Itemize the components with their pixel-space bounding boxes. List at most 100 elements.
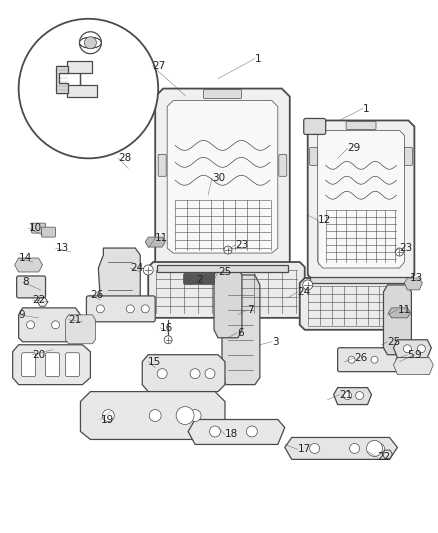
Text: 21: 21 — [339, 390, 353, 400]
Text: 11: 11 — [155, 233, 169, 243]
Text: 3: 3 — [272, 337, 279, 347]
Circle shape — [356, 392, 364, 400]
Polygon shape — [389, 308, 410, 318]
Text: 19: 19 — [100, 415, 113, 424]
Polygon shape — [167, 101, 278, 253]
Polygon shape — [56, 66, 68, 93]
Text: 7: 7 — [247, 305, 254, 315]
Polygon shape — [67, 61, 97, 96]
Text: 25: 25 — [218, 267, 231, 277]
FancyBboxPatch shape — [184, 273, 215, 285]
Circle shape — [107, 102, 114, 109]
Polygon shape — [81, 392, 225, 439]
Text: 9: 9 — [19, 310, 25, 320]
FancyBboxPatch shape — [157, 265, 288, 272]
Circle shape — [27, 321, 35, 329]
FancyBboxPatch shape — [42, 227, 56, 237]
Circle shape — [247, 426, 258, 437]
FancyBboxPatch shape — [46, 353, 60, 377]
FancyBboxPatch shape — [338, 348, 410, 372]
Polygon shape — [300, 278, 410, 330]
Circle shape — [396, 356, 403, 363]
FancyBboxPatch shape — [304, 118, 326, 134]
Text: 29: 29 — [348, 143, 361, 154]
Polygon shape — [188, 419, 285, 445]
Text: 26: 26 — [90, 290, 104, 300]
FancyBboxPatch shape — [346, 122, 376, 130]
Polygon shape — [148, 262, 305, 318]
Circle shape — [310, 443, 320, 454]
FancyBboxPatch shape — [32, 223, 46, 233]
Polygon shape — [155, 88, 290, 268]
FancyBboxPatch shape — [86, 296, 155, 322]
Text: 24: 24 — [298, 287, 311, 297]
Text: 28: 28 — [118, 154, 131, 163]
Text: 13: 13 — [410, 273, 423, 283]
Circle shape — [343, 392, 352, 400]
Text: 23: 23 — [399, 243, 413, 253]
Circle shape — [205, 369, 215, 378]
Text: 14: 14 — [19, 253, 32, 263]
Text: 17: 17 — [298, 445, 311, 455]
Text: 24: 24 — [130, 263, 144, 273]
Text: 22: 22 — [32, 295, 46, 305]
Text: 8: 8 — [23, 277, 29, 287]
Polygon shape — [222, 275, 260, 385]
Text: 1: 1 — [255, 54, 261, 63]
Text: 9: 9 — [414, 350, 421, 360]
Circle shape — [96, 305, 104, 313]
Circle shape — [190, 369, 200, 378]
Circle shape — [350, 443, 360, 454]
Polygon shape — [285, 438, 397, 459]
Circle shape — [367, 440, 382, 456]
Text: 6: 6 — [237, 328, 244, 338]
Polygon shape — [334, 387, 371, 405]
Circle shape — [176, 407, 194, 424]
Polygon shape — [393, 340, 431, 358]
Text: 10: 10 — [28, 223, 42, 233]
Circle shape — [348, 356, 355, 363]
Circle shape — [149, 409, 161, 422]
Polygon shape — [142, 355, 225, 392]
Text: 22: 22 — [378, 453, 391, 463]
Text: 2: 2 — [196, 275, 203, 285]
Polygon shape — [404, 278, 422, 290]
Circle shape — [189, 409, 201, 422]
Text: 16: 16 — [160, 323, 173, 333]
FancyBboxPatch shape — [158, 155, 166, 176]
Text: 11: 11 — [397, 305, 411, 315]
Circle shape — [85, 37, 96, 49]
Text: 30: 30 — [212, 173, 225, 183]
Polygon shape — [99, 248, 140, 308]
Polygon shape — [384, 285, 411, 355]
FancyBboxPatch shape — [66, 353, 79, 377]
Circle shape — [141, 305, 149, 313]
Circle shape — [67, 321, 74, 329]
Text: 27: 27 — [152, 61, 166, 71]
Circle shape — [52, 321, 60, 329]
Polygon shape — [66, 315, 95, 344]
Text: 15: 15 — [148, 357, 162, 367]
Circle shape — [209, 426, 220, 437]
Text: 1: 1 — [363, 103, 369, 114]
Polygon shape — [19, 308, 81, 342]
Circle shape — [417, 345, 425, 353]
Circle shape — [19, 19, 158, 158]
Text: 26: 26 — [355, 353, 368, 363]
Polygon shape — [318, 131, 404, 268]
FancyBboxPatch shape — [279, 155, 287, 176]
Text: 12: 12 — [318, 215, 331, 225]
Circle shape — [371, 356, 378, 363]
Circle shape — [143, 265, 153, 275]
FancyBboxPatch shape — [204, 90, 241, 99]
Polygon shape — [393, 358, 433, 375]
Circle shape — [224, 246, 232, 254]
FancyBboxPatch shape — [17, 276, 46, 298]
Text: 23: 23 — [235, 240, 248, 250]
Circle shape — [157, 369, 167, 378]
Polygon shape — [14, 258, 42, 272]
FancyBboxPatch shape — [310, 277, 413, 283]
Circle shape — [374, 443, 385, 454]
Text: 18: 18 — [225, 430, 238, 440]
Circle shape — [396, 248, 403, 256]
